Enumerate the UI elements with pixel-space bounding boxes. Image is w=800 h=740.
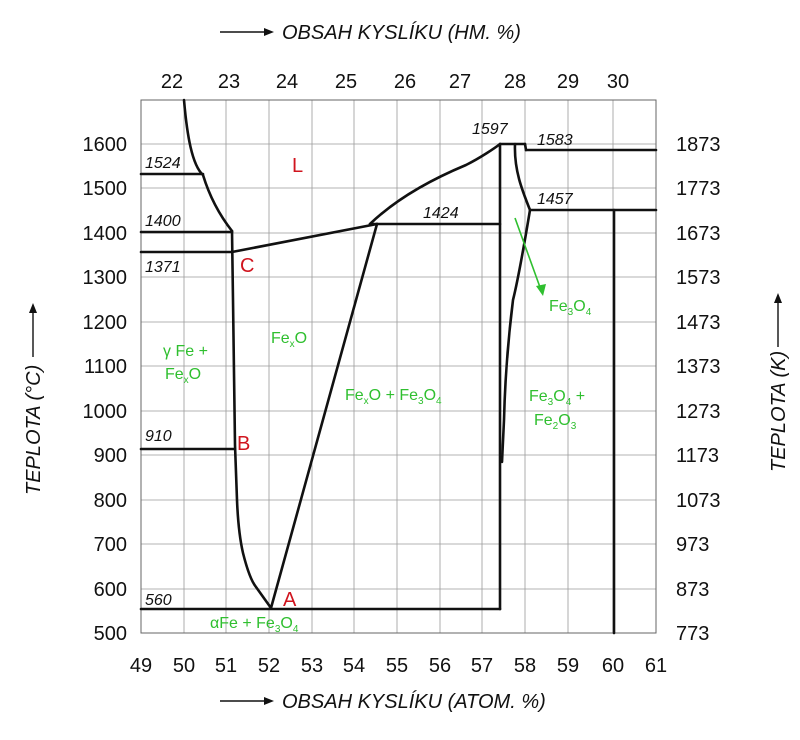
top-tick: 23 xyxy=(218,71,240,93)
magnetite-pointer-arrow xyxy=(514,217,546,296)
top-axis-title: OBSAH KYSLÍKU (HM. %) xyxy=(220,21,521,44)
bottom-tick: 53 xyxy=(301,655,323,677)
label-1400: 1400 xyxy=(145,213,181,230)
right-tick: 1873 xyxy=(676,134,721,156)
left-arrow-head-icon xyxy=(29,303,37,313)
right-tick: 1373 xyxy=(676,356,721,378)
bottom-axis-label: OBSAH KYSLÍKU (ATOM. %) xyxy=(282,690,546,713)
right-tick: 1073 xyxy=(676,490,721,512)
right-axis-label: TEPLOTA (K) xyxy=(768,351,790,472)
right-arrow-head-icon xyxy=(774,293,782,303)
point-labels: L C B A xyxy=(237,155,303,611)
magnetite-label: Fe3O4 xyxy=(549,298,592,318)
left-tick: 1300 xyxy=(83,267,128,289)
gamma-fe-wustite-label: FexO xyxy=(165,366,201,386)
label-1457: 1457 xyxy=(537,191,574,208)
gamma-fe-label: γ Fe + xyxy=(163,343,208,360)
point-b-label: B xyxy=(237,433,250,455)
top-axis-ticks: 22 23 24 25 26 27 28 29 30 xyxy=(161,71,629,93)
wustite-right-boundary xyxy=(269,222,379,610)
bottom-axis-ticks: 49 50 51 52 53 54 55 56 57 58 59 60 61 xyxy=(130,655,667,677)
label-1424: 1424 xyxy=(423,205,459,222)
right-tick: 1573 xyxy=(676,267,721,289)
label-560: 560 xyxy=(145,592,172,609)
left-axis-title: TEPLOTA (°C) xyxy=(23,303,45,495)
left-axis-label: TEPLOTA (°C) xyxy=(23,365,45,495)
top-tick: 22 xyxy=(161,71,183,93)
label-1524: 1524 xyxy=(145,155,181,172)
top-tick: 28 xyxy=(504,71,526,93)
bottom-tick: 60 xyxy=(602,655,624,677)
left-tick: 900 xyxy=(94,445,127,467)
right-axis-ticks: 773 873 973 1073 1173 1273 1373 1473 157… xyxy=(676,134,721,645)
left-tick: 500 xyxy=(94,623,127,645)
wustite-label: FexO xyxy=(271,330,307,350)
right-tick: 1273 xyxy=(676,401,721,423)
grid xyxy=(140,99,657,634)
magnetite-right-curve xyxy=(500,142,532,464)
magnetite-hematite-label-line1: Fe3O4 + xyxy=(529,388,585,408)
left-tick: 700 xyxy=(94,534,127,556)
bottom-tick: 50 xyxy=(173,655,195,677)
gamma-boundary-curve xyxy=(230,229,273,610)
label-910: 910 xyxy=(145,428,172,445)
bottom-axis-title: OBSAH KYSLÍKU (ATOM. %) xyxy=(220,690,546,713)
bottom-tick: 52 xyxy=(258,655,280,677)
top-tick: 29 xyxy=(557,71,579,93)
bottom-tick: 61 xyxy=(645,655,667,677)
right-tick: 873 xyxy=(676,579,709,601)
line-c-to-wustite xyxy=(230,222,379,254)
phase-field-labels: γ Fe + FexO FexO FexO + Fe3O4 Fe3O4 Fe3O… xyxy=(163,298,592,635)
right-tick: 1473 xyxy=(676,312,721,334)
bottom-tick: 57 xyxy=(471,655,493,677)
right-tick: 1173 xyxy=(676,445,719,467)
left-tick: 1600 xyxy=(83,134,128,156)
left-axis-ticks: 500 600 700 800 900 1000 1100 1200 1300 … xyxy=(83,134,128,645)
bottom-tick: 56 xyxy=(429,655,451,677)
top-arrow-head-icon xyxy=(264,28,274,36)
phase-boundaries xyxy=(139,98,658,635)
bottom-tick: 59 xyxy=(557,655,579,677)
right-axis-title: TEPLOTA (K) xyxy=(768,293,790,472)
alpha-fe-magnetite-label: αFe + Fe3O4 xyxy=(210,615,299,635)
left-tick: 600 xyxy=(94,579,127,601)
label-1583: 1583 xyxy=(537,132,573,149)
label-1597: 1597 xyxy=(472,121,509,138)
magnetite-hematite-label-line2: Fe2O3 xyxy=(534,412,577,432)
right-tick: 773 xyxy=(676,623,709,645)
right-tick: 973 xyxy=(676,534,709,556)
bottom-tick: 54 xyxy=(343,655,365,677)
top-tick: 30 xyxy=(607,71,629,93)
bottom-tick: 49 xyxy=(130,655,152,677)
point-l-label: L xyxy=(292,155,303,177)
liquidus-curve-left xyxy=(182,98,234,233)
top-tick: 25 xyxy=(335,71,357,93)
isotherm-labels: 1524 1400 1371 910 560 1424 1597 1583 14… xyxy=(145,121,574,609)
left-tick: 1200 xyxy=(83,312,128,334)
left-tick: 1400 xyxy=(83,223,128,245)
right-tick: 1773 xyxy=(676,178,721,200)
bottom-tick: 58 xyxy=(514,655,536,677)
point-a-label: A xyxy=(283,589,297,611)
top-tick: 27 xyxy=(449,71,471,93)
left-tick: 800 xyxy=(94,490,127,512)
right-tick: 1673 xyxy=(676,223,721,245)
top-axis-label: OBSAH KYSLÍKU (HM. %) xyxy=(282,21,521,44)
wustite-magnetite-label: FexO + Fe3O4 xyxy=(345,387,442,407)
left-tick: 1000 xyxy=(83,401,128,423)
point-c-label: C xyxy=(240,255,254,277)
top-tick: 26 xyxy=(394,71,416,93)
bottom-tick: 51 xyxy=(215,655,237,677)
bottom-arrow-head-icon xyxy=(264,697,274,705)
left-tick: 1500 xyxy=(83,178,128,200)
wustite-liquidus xyxy=(368,142,502,226)
left-tick: 1100 xyxy=(84,356,127,378)
bottom-tick: 55 xyxy=(386,655,408,677)
top-tick: 24 xyxy=(276,71,298,93)
label-1371: 1371 xyxy=(145,259,181,276)
